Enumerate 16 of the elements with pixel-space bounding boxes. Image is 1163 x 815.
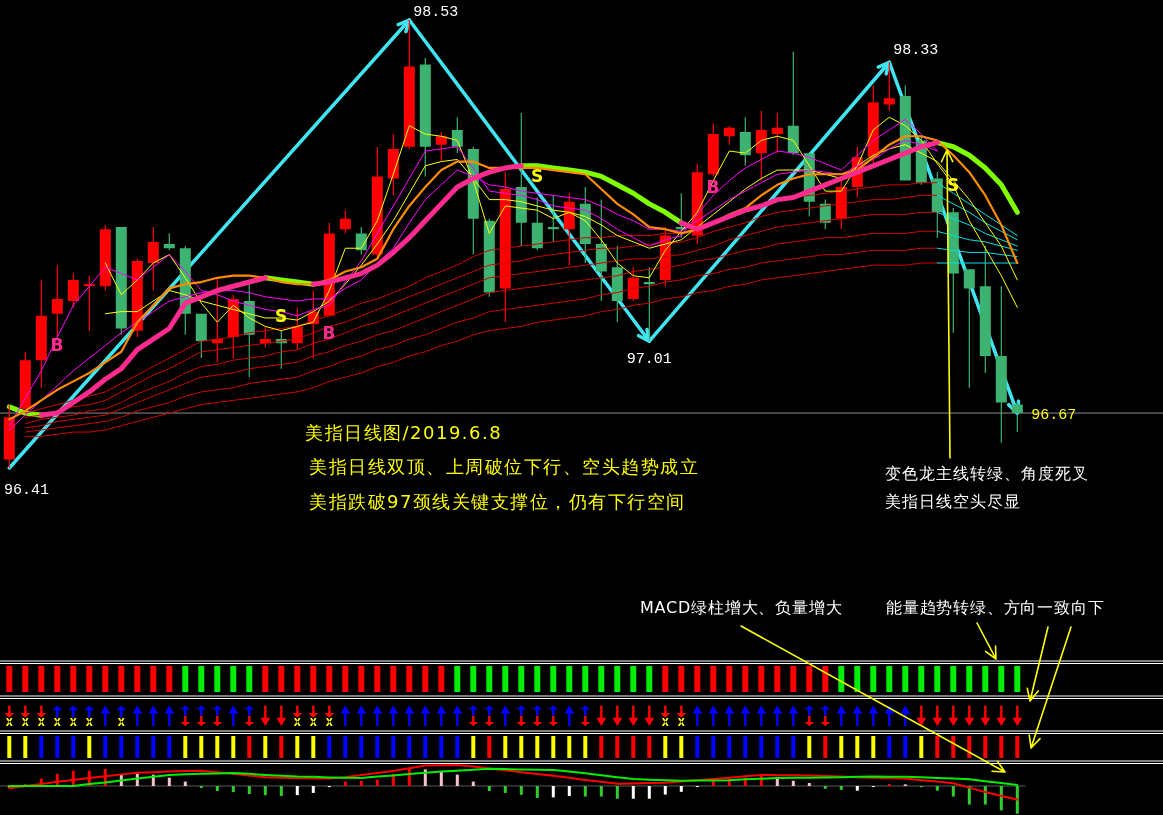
annotation: S <box>530 166 544 186</box>
data-label: 98.33 <box>893 41 939 59</box>
text: 能量趋势转绿、方向一致向下 <box>886 597 1105 617</box>
annotation: 美指日线双顶、上周破位下行、空头趋势成立 <box>309 455 699 477</box>
text: 美指跌破97颈线关键支撑位，仍有下行空间 <box>309 490 686 512</box>
annotation: S <box>274 306 288 326</box>
text: MACD绿柱增大、负量增大 <box>640 597 843 617</box>
text: 美指日线图/2019.6.8 <box>305 421 503 443</box>
data-label: 96.41 <box>4 481 50 499</box>
ref-line-label: 96.67 <box>1031 406 1077 424</box>
annotation: 变色龙主线转绿、角度死叉 <box>885 463 1089 483</box>
text: 美指日线空头尽显 <box>885 491 1021 511</box>
data-label: 98.53 <box>413 3 459 21</box>
annotation: B <box>322 323 336 343</box>
data-label: 97.01 <box>626 350 672 368</box>
annotation: B <box>50 335 64 355</box>
